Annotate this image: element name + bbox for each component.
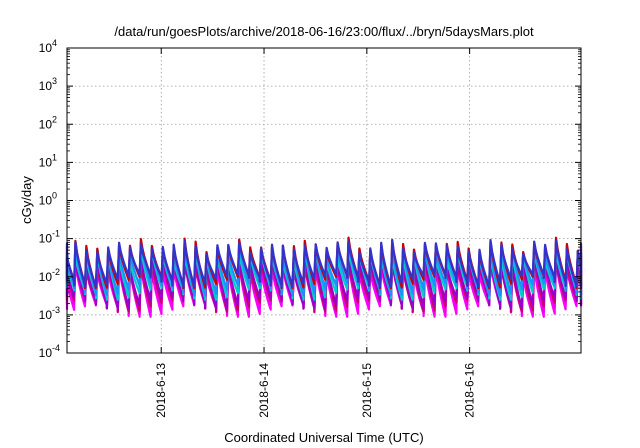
x-axis-label: Coordinated Universal Time (UTC) (224, 430, 423, 445)
y-tick-label: 10-3 (39, 305, 60, 322)
chart-title: /data/run/goesPlots/archive/2018-06-16/2… (114, 24, 534, 39)
y-tick-label: 104 (39, 38, 57, 55)
y-tick-label: 102 (39, 114, 57, 131)
series-group (65, 236, 583, 318)
y-tick-label: 10-1 (39, 229, 60, 246)
y-tick-label: 10-4 (39, 343, 60, 360)
y-tick-label: 100 (39, 191, 57, 208)
x-tick-label: 2018-6-14 (257, 363, 271, 418)
x-tick-label: 2018-6-13 (154, 363, 168, 418)
y-tick-label: 101 (39, 152, 57, 169)
x-tick-label: 2018-6-16 (463, 363, 477, 418)
x-tick-label: 2018-6-15 (360, 363, 374, 418)
y-axis-label: cGy/day (19, 176, 34, 224)
series-line (65, 238, 583, 288)
y-axis: 10-4 10-3 10-2 10-1 100 101 102 103 104 (39, 38, 581, 360)
y-tick-label: 103 (39, 76, 57, 93)
x-axis: 2018-6-13 2018-6-14 2018-6-15 2018-6-16 (154, 48, 477, 418)
y-tick-label: 10-2 (39, 267, 60, 284)
